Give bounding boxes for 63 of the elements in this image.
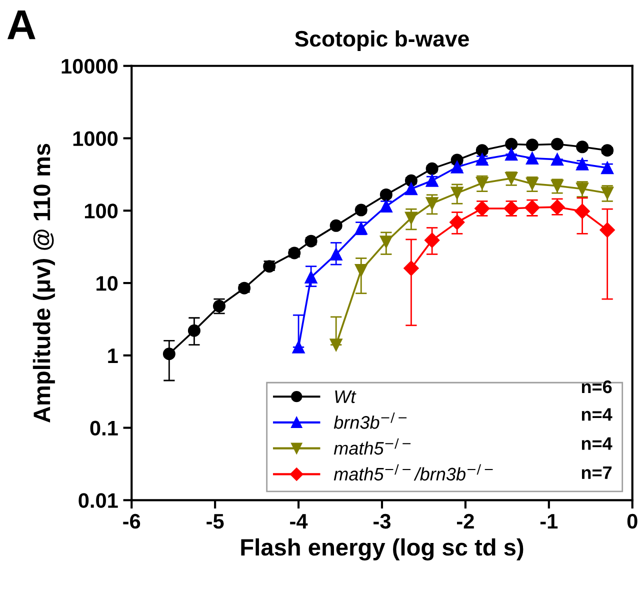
chart-title: Scotopic b-wave (294, 30, 469, 52)
point (330, 219, 342, 232)
point (600, 222, 615, 238)
point (354, 264, 368, 277)
y-tick-label: 1000 (73, 131, 118, 146)
point (551, 153, 564, 166)
point (404, 260, 419, 276)
y-tick-label: 10 (96, 276, 118, 291)
point (576, 182, 589, 196)
annotation: n=4 (582, 408, 612, 421)
point (505, 138, 518, 150)
point (330, 248, 342, 260)
y-tick-label: 1 (108, 348, 118, 363)
x-tick-label: -4 (290, 514, 308, 528)
x-tick-label: -5 (206, 514, 224, 529)
legend-label: Wt (335, 390, 356, 404)
point (330, 338, 342, 352)
point (162, 348, 176, 360)
point (404, 174, 418, 187)
annotation: n=6 (582, 380, 612, 394)
y-tick-label: 10000 (62, 58, 118, 74)
annotation: n=4 (582, 437, 612, 450)
x-tick-label: -6 (123, 514, 140, 529)
point (380, 236, 392, 248)
point (304, 234, 318, 248)
point (551, 138, 564, 150)
x-tick-label: -2 (457, 514, 474, 528)
point (476, 144, 488, 157)
point (601, 144, 614, 157)
point (426, 162, 438, 175)
point (576, 158, 589, 170)
point (304, 271, 318, 284)
y-tick-label: 0.1 (90, 420, 118, 436)
point (404, 212, 418, 224)
legend-label: math5$^{−/−}$ (334, 438, 411, 455)
legend-label: brn3b$^{−/−}$ (334, 412, 407, 429)
point (450, 214, 465, 230)
annotation: n=7 (582, 466, 612, 479)
point (526, 152, 538, 164)
text: A (7, 10, 36, 40)
point (424, 232, 440, 248)
x-axis-title: Flash energy (log sc td s) (241, 538, 524, 560)
point (526, 138, 538, 152)
y-tick-label: 100 (84, 204, 118, 218)
legend-label: math5$^{−/−}$/brn3b$^{−/−}$ (334, 464, 493, 481)
point (476, 176, 488, 190)
point (380, 188, 392, 201)
point (188, 324, 200, 337)
x-tick-label: -3 (374, 514, 390, 529)
x-tick-label: 0 (627, 514, 638, 529)
point (404, 182, 418, 196)
point (601, 186, 614, 200)
point (292, 340, 305, 354)
point (574, 204, 590, 219)
point (505, 148, 518, 161)
point (476, 153, 488, 166)
y-tick-label: 0.01 (78, 493, 118, 508)
x-tick-label: -1 (540, 514, 558, 528)
point (354, 204, 368, 216)
point (576, 140, 589, 154)
point (450, 186, 464, 200)
y-axis-title: Amplitude (μv) @ 110 ms (32, 144, 55, 423)
point (426, 197, 438, 210)
